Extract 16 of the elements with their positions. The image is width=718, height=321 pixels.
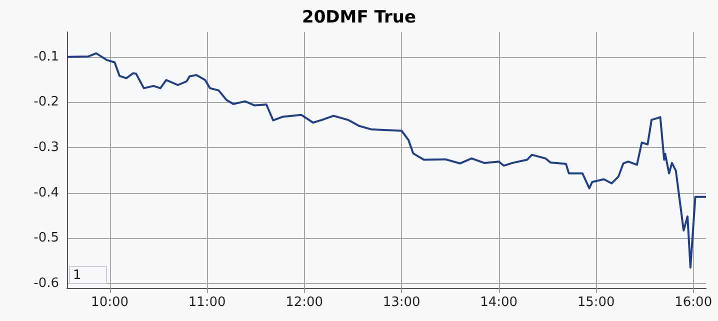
y-tick-label: -0.6 [34,276,59,291]
x-tick-label: 10:00 [91,295,129,310]
x-tick-label: 13:00 [382,295,420,310]
chart-title: 20DMF True [302,8,416,28]
y-tick-label: -0.2 [34,94,59,110]
x-tick-label: 12:00 [286,295,324,310]
y-tick-label: -0.1 [34,49,59,64]
line-series [66,52,707,269]
x-tick-label: 16:00 [674,295,712,310]
y-tick-label: -0.4 [34,185,59,200]
y-tick-label: -0.5 [34,230,59,246]
annotation: 1 [69,266,107,284]
x-tick-label: 15:00 [577,295,615,310]
y-tick-label: -0.3 [34,140,59,156]
x-tick-label: 14:00 [480,295,518,310]
x-tick-label: 11:00 [188,295,226,310]
